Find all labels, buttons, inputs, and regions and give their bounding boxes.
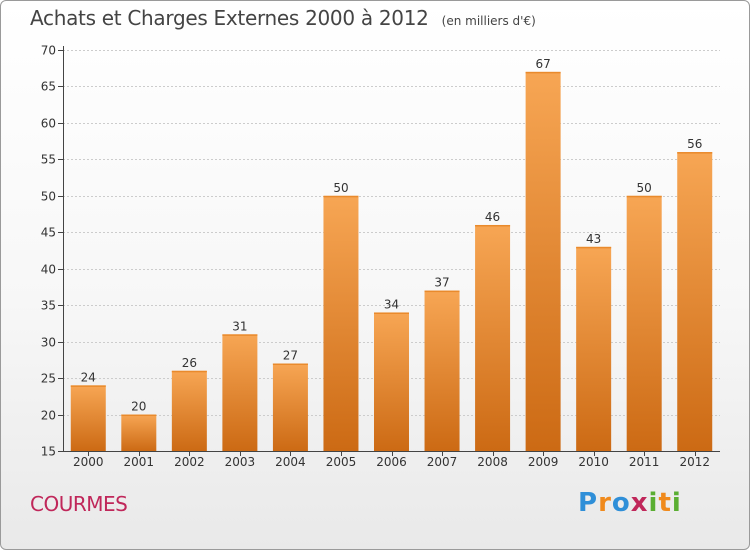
data-label: 31 xyxy=(232,319,247,333)
bar-top-edge xyxy=(171,370,207,373)
y-tick-label: 45 xyxy=(41,226,56,240)
bar xyxy=(272,363,308,451)
bar-top-edge xyxy=(70,385,106,387)
y-tick-label: 35 xyxy=(41,299,56,313)
logo-letter: r xyxy=(598,488,612,518)
x-tick-label: 2005 xyxy=(326,455,357,469)
y-tick-label: 15 xyxy=(41,445,56,459)
x-tick-label: 2009 xyxy=(528,455,559,469)
bar-top-edge xyxy=(374,312,409,314)
bar-top-edge xyxy=(323,195,359,198)
y-tick-label: 60 xyxy=(41,117,56,131)
x-tick-label: 2010 xyxy=(578,455,609,469)
bar xyxy=(323,195,359,451)
logo-letter: o xyxy=(611,488,631,518)
data-label: 50 xyxy=(333,181,348,195)
bar-top-edge xyxy=(576,246,612,249)
bar xyxy=(475,224,511,451)
bar xyxy=(374,312,409,451)
x-tick-label: 2003 xyxy=(225,455,256,469)
data-label: 26 xyxy=(182,356,197,370)
logo-letter: t xyxy=(658,488,672,518)
x-tick-label: 2012 xyxy=(679,455,710,469)
bar xyxy=(626,195,662,451)
bar-top-edge xyxy=(475,224,511,227)
y-tick-label: 40 xyxy=(41,263,56,277)
data-label: 43 xyxy=(586,232,601,246)
x-tick-label: 2000 xyxy=(73,455,104,469)
data-label: 56 xyxy=(687,137,702,151)
data-label: 20 xyxy=(131,400,146,414)
bar xyxy=(222,334,258,451)
x-tick-label: 2007 xyxy=(427,455,458,469)
commune-name: COURMES xyxy=(30,492,128,516)
data-label: 24 xyxy=(81,370,96,384)
x-tick-label: 2002 xyxy=(174,455,205,469)
chart-subtitle: (en milliers d'€) xyxy=(441,14,536,28)
x-tick-label: 2004 xyxy=(275,455,306,469)
x-tick-label: 2011 xyxy=(629,455,660,469)
chart-title-block: Achats et Charges Externes 2000 à 2012 (… xyxy=(30,6,536,30)
logo-letter: x xyxy=(630,488,649,518)
data-label: 27 xyxy=(283,349,298,363)
bar xyxy=(424,290,460,451)
bar xyxy=(576,246,612,451)
bar xyxy=(171,370,207,451)
x-tick-label: 2008 xyxy=(477,455,508,469)
axes: 15 20 25 30 35 40 45 50 55 60 65 70 2000 2001 2002 2003… xyxy=(41,44,720,469)
bar xyxy=(121,414,157,451)
data-label: 67 xyxy=(535,57,550,71)
y-tick-label: 30 xyxy=(41,336,56,350)
y-tick-label: 65 xyxy=(41,80,56,94)
y-tick-label: 55 xyxy=(41,153,56,167)
bar-top-edge xyxy=(424,290,460,293)
bar-top-edge xyxy=(272,363,308,366)
proxiti-logo[interactable]: Proxiti xyxy=(578,488,682,518)
data-label: 34 xyxy=(384,297,399,311)
data-label: 37 xyxy=(434,276,449,290)
bar-top-edge xyxy=(525,71,561,74)
y-tick-label: 70 xyxy=(41,44,56,58)
data-label: 46 xyxy=(485,210,500,224)
bar-top-edge xyxy=(222,334,258,336)
data-labels: 24 20 26 31 27 50 34 37 46 67 43 50 56 xyxy=(81,57,703,414)
y-tick-label: 25 xyxy=(41,372,56,386)
chart-title: Achats et Charges Externes 2000 à 2012 xyxy=(30,6,429,30)
logo-letter: i xyxy=(671,488,682,518)
y-tick-label: 50 xyxy=(41,190,56,204)
x-tick-label: 2006 xyxy=(376,455,407,469)
bar xyxy=(525,71,561,451)
bar-top-edge xyxy=(626,195,662,198)
logo-letter: i xyxy=(648,488,659,518)
bar xyxy=(677,152,713,451)
y-tick-label: 20 xyxy=(41,409,56,423)
bars xyxy=(70,71,713,451)
data-label: 50 xyxy=(637,181,652,195)
logo-letter: P xyxy=(578,488,599,518)
bar-top-edge xyxy=(677,152,713,154)
bar-top-edge xyxy=(121,414,157,417)
bar xyxy=(70,385,106,451)
x-tick-label: 2001 xyxy=(124,455,155,469)
